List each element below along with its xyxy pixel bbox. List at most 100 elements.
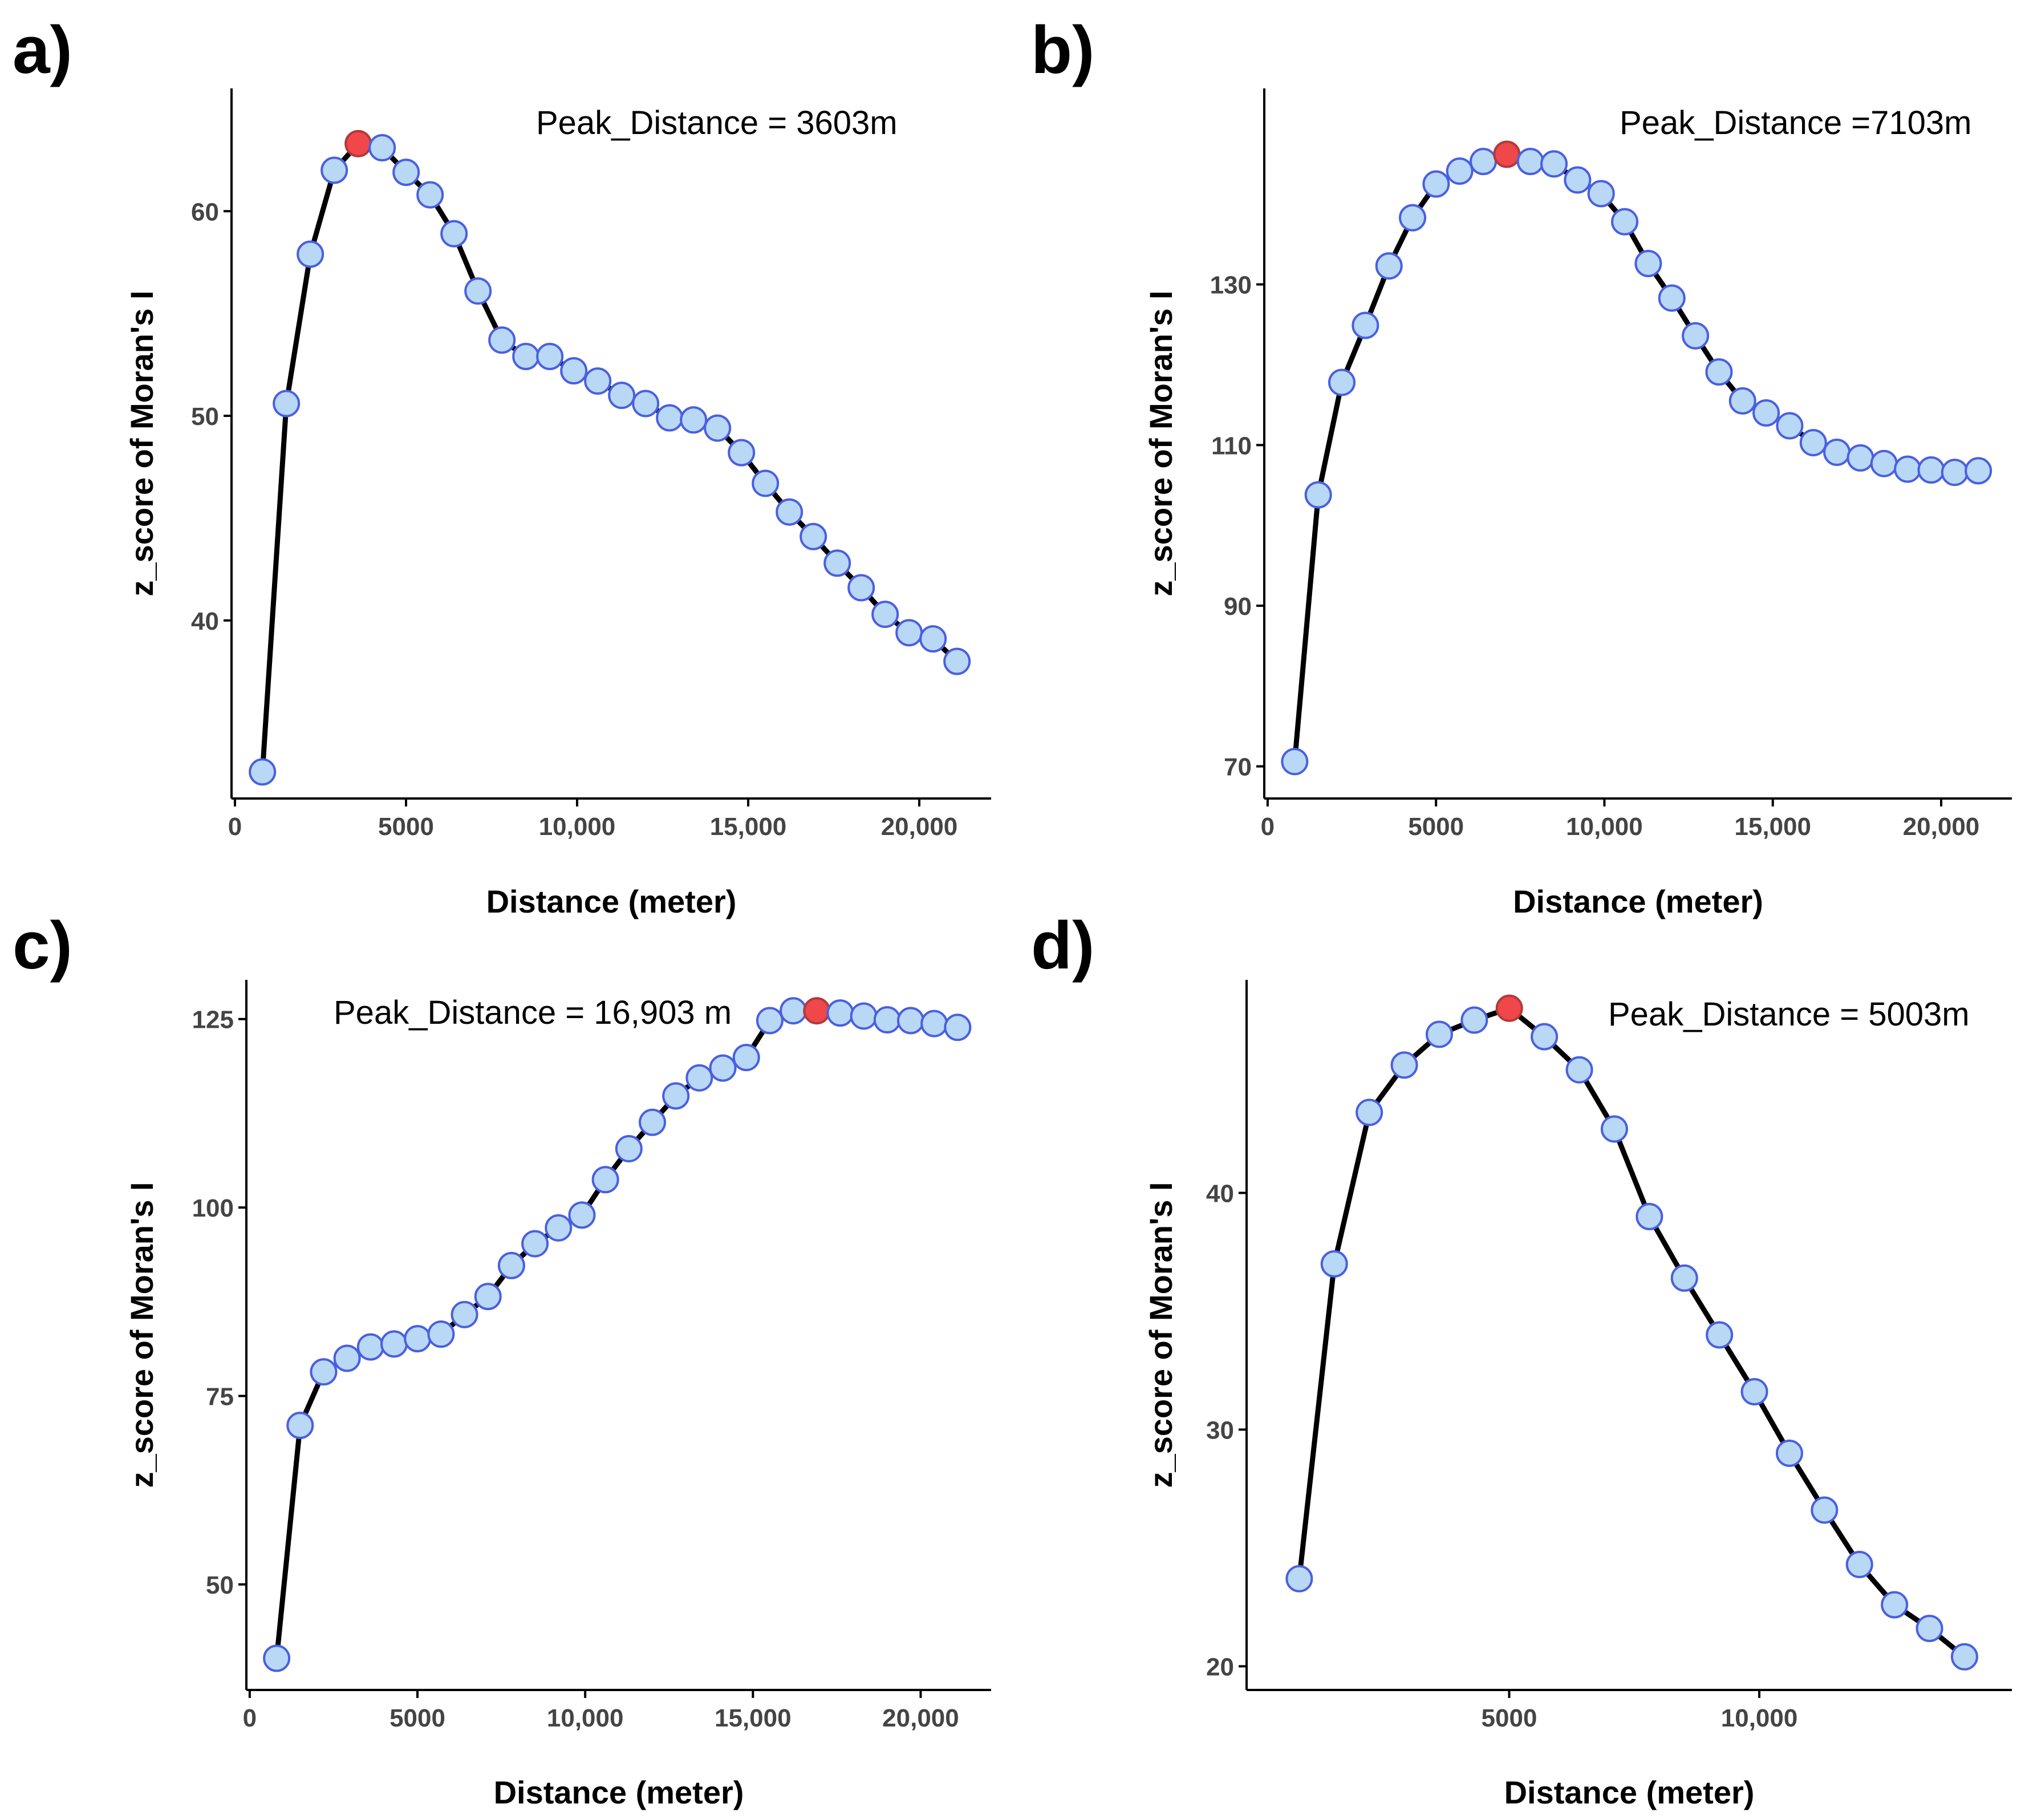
series-line — [259, 141, 959, 772]
series-line — [274, 1008, 959, 1659]
data-point — [1941, 459, 1969, 487]
panel-a-label: a) — [13, 13, 72, 88]
peak-distance-annotation: Peak_Distance = 3603m — [536, 104, 898, 141]
data-point — [392, 159, 420, 187]
data-point — [1425, 1020, 1453, 1048]
data-point — [356, 1333, 384, 1361]
y-tick-label: 60 — [191, 198, 219, 226]
data-point — [943, 647, 971, 675]
data-point — [1811, 1496, 1839, 1524]
peak-point — [1493, 140, 1521, 168]
y-tick-label: 50 — [191, 403, 219, 431]
data-point — [871, 601, 899, 629]
y-axis-title: z_score of Moran's I — [1143, 1182, 1179, 1487]
x-tick-label: 5000 — [1482, 1704, 1537, 1732]
peak-distance-annotation: Peak_Distance = 5003m — [1608, 996, 1970, 1033]
data-point — [263, 1644, 291, 1672]
data-point — [1281, 748, 1309, 776]
y-tick-label: 20 — [1206, 1653, 1234, 1681]
panel-a: a) 0 5000 10,000 15,000 20,000 40 50 60 Distance … — [13, 13, 991, 919]
data-point — [536, 343, 564, 371]
data-point — [474, 1283, 502, 1311]
data-point — [1611, 208, 1639, 236]
data-point — [1847, 444, 1874, 472]
data-point — [1705, 358, 1733, 386]
y-axis-title: z_score of Moran's I — [1143, 290, 1179, 596]
x-tick-label: 10,000 — [1721, 1704, 1798, 1732]
data-point — [1740, 1378, 1768, 1406]
data-point — [584, 367, 612, 395]
data-point — [1728, 387, 1756, 415]
data-point — [1352, 311, 1379, 339]
data-point — [1375, 252, 1403, 280]
data-point — [608, 382, 636, 410]
data-point — [752, 469, 780, 497]
data-point — [662, 1082, 690, 1110]
data-point — [568, 1201, 596, 1229]
data-point — [732, 1044, 760, 1072]
data-point — [896, 1007, 924, 1035]
data-point — [944, 1014, 972, 1041]
data-point — [1845, 1551, 1873, 1579]
data-point — [1752, 399, 1780, 427]
x-axis-title: Distance (meter) — [1513, 883, 1763, 919]
data-point — [1950, 1643, 1978, 1671]
data-point — [680, 406, 708, 434]
data-point — [380, 1330, 408, 1358]
data-point — [1531, 1023, 1559, 1051]
y-tick-label: 30 — [1206, 1417, 1234, 1445]
peak-distance-annotation: Peak_Distance =7103m — [1620, 104, 1971, 141]
y-tick-label: 130 — [1210, 271, 1252, 299]
data-point — [1916, 1615, 1943, 1643]
data-point — [286, 1412, 314, 1440]
data-point — [632, 390, 660, 417]
peak-distance-annotation: Peak_Distance = 16,903 m — [334, 994, 732, 1031]
x-tick-label: 20,000 — [1903, 813, 1980, 841]
x-tick-label: 10,000 — [547, 1704, 624, 1732]
x-tick-label: 10,000 — [1566, 813, 1643, 841]
x-axis-title: Distance (meter) — [494, 1774, 744, 1810]
x-tick-label: 20,000 — [882, 1704, 959, 1732]
panel-c-label: c) — [13, 908, 72, 983]
data-point — [709, 1054, 737, 1082]
data-point — [1776, 412, 1804, 440]
data-point — [1304, 481, 1332, 509]
data-point — [823, 549, 851, 577]
y-tick-label: 90 — [1224, 593, 1252, 621]
data-point — [512, 343, 540, 371]
data-point — [1446, 157, 1474, 185]
data-point — [847, 574, 875, 602]
data-point — [1328, 368, 1356, 396]
x-axis-title: Distance (meter) — [486, 883, 737, 919]
data-point — [440, 220, 468, 248]
y-tick-label: 75 — [206, 1383, 234, 1411]
data-point — [1285, 1564, 1313, 1592]
x-tick-label: 0 — [243, 1704, 257, 1732]
data-point — [1516, 148, 1544, 176]
data-point — [1870, 449, 1898, 477]
data-point — [1356, 1099, 1383, 1126]
data-point — [1470, 148, 1498, 176]
data-point — [728, 439, 756, 467]
x-tick-label: 10,000 — [539, 813, 616, 841]
data-point — [488, 326, 516, 354]
x-tick-label: 5000 — [378, 813, 434, 841]
x-tick-label: 0 — [1261, 813, 1275, 841]
x-tick-label: 15,000 — [1734, 813, 1811, 841]
panel-b-label: b) — [1031, 13, 1094, 88]
data-point — [639, 1108, 667, 1136]
data-point — [919, 625, 947, 653]
data-point — [1460, 1006, 1488, 1034]
y-tick-label: 40 — [191, 607, 219, 635]
data-point — [776, 498, 803, 526]
data-point — [800, 522, 827, 550]
peak-point — [1495, 994, 1523, 1022]
data-point — [615, 1135, 643, 1163]
data-point — [1706, 1321, 1734, 1349]
y-tick-label: 100 — [192, 1194, 234, 1222]
data-point — [560, 357, 588, 385]
data-point — [1823, 438, 1851, 466]
data-point — [895, 619, 923, 647]
data-point — [1390, 1051, 1418, 1079]
